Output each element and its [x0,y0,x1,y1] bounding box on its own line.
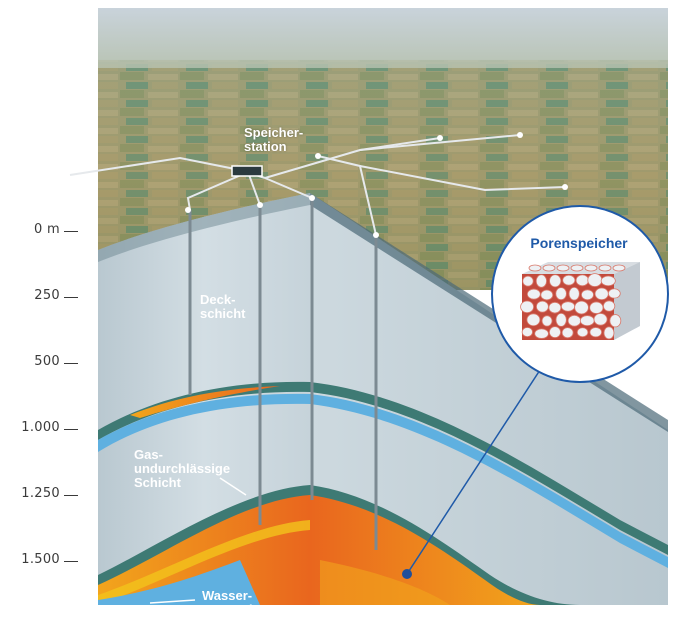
pore-grain [589,301,604,314]
pore-grain [587,273,603,287]
pore-grain [567,314,582,327]
water-reservoir-label: Wasser- reservoir [202,588,258,617]
storage-station-label: Speicher- station [244,125,304,154]
pore-grain [568,286,580,301]
pore-grain [574,300,589,315]
pore-grain [526,313,541,327]
pore-grain [528,264,542,272]
impermeable-layer-label: Gas- undurchlässige Schicht [134,447,231,490]
pore-grain [541,315,553,327]
pipeline-network [69,134,566,236]
pore-grain [602,300,616,312]
pore-grain [581,289,594,301]
depth-tick-1000 [64,429,78,430]
depth-tick-250 [64,297,78,298]
caprock-label: Deck- schicht [200,292,246,321]
depth-label-500: 500 [34,354,60,369]
pore-grain [521,327,533,338]
pore-grain [556,264,570,272]
depth-tick-1500 [64,561,78,562]
depth-tick-0 [64,231,78,232]
pore-grain [594,287,609,301]
pore-grain [535,274,547,288]
upper-cap-left [98,381,310,440]
pore-grain [575,274,589,287]
depth-label-1250: 1.250 [21,486,60,501]
pore-grain [534,328,549,339]
zoom-title: Porenspeicher [530,235,628,251]
pore-grain [548,301,562,314]
pore-grain [549,274,562,288]
pore-grain [607,288,621,299]
depth-tick-1250 [64,495,78,496]
pore-grain [520,300,534,314]
upper-gas-left [130,386,280,418]
pore-grain [526,288,541,300]
depth-label-1000: 1.000 [21,420,60,435]
pore-grain [612,264,626,272]
pore-grain [603,326,615,340]
pore-grain [589,327,603,338]
pore-grain [542,264,556,272]
porous-rock-cube [520,262,640,340]
zoom-connector-line [406,369,541,575]
depth-label-250: 250 [34,288,60,303]
depth-label-0: 0 m [34,222,60,237]
pore-grain [609,314,622,328]
upper-water-left [98,393,310,452]
pore-grain [579,315,595,327]
pore-grain [561,327,574,339]
depth-tick-500 [64,363,78,364]
pore-grain [598,264,612,272]
pore-grain [570,264,584,272]
pore-grain [562,274,576,286]
lower-water-left [98,560,260,605]
pore-grain [555,313,567,327]
pore-grain [584,264,598,272]
water-leader [149,599,196,604]
zoom-anchor-dot [402,569,412,579]
pore-grain [560,301,576,312]
impermeable-leader [219,477,247,496]
pore-grain [536,300,549,313]
depth-label-1500: 1.500 [21,552,60,567]
pore-grain [555,287,567,301]
pore-grain [522,275,534,287]
pore-grain [548,326,562,338]
storage-station-marker [231,165,263,177]
pore-grain [576,327,589,338]
pore-grain [540,289,554,301]
pore-grain [600,275,616,287]
pore-grain [593,313,608,326]
